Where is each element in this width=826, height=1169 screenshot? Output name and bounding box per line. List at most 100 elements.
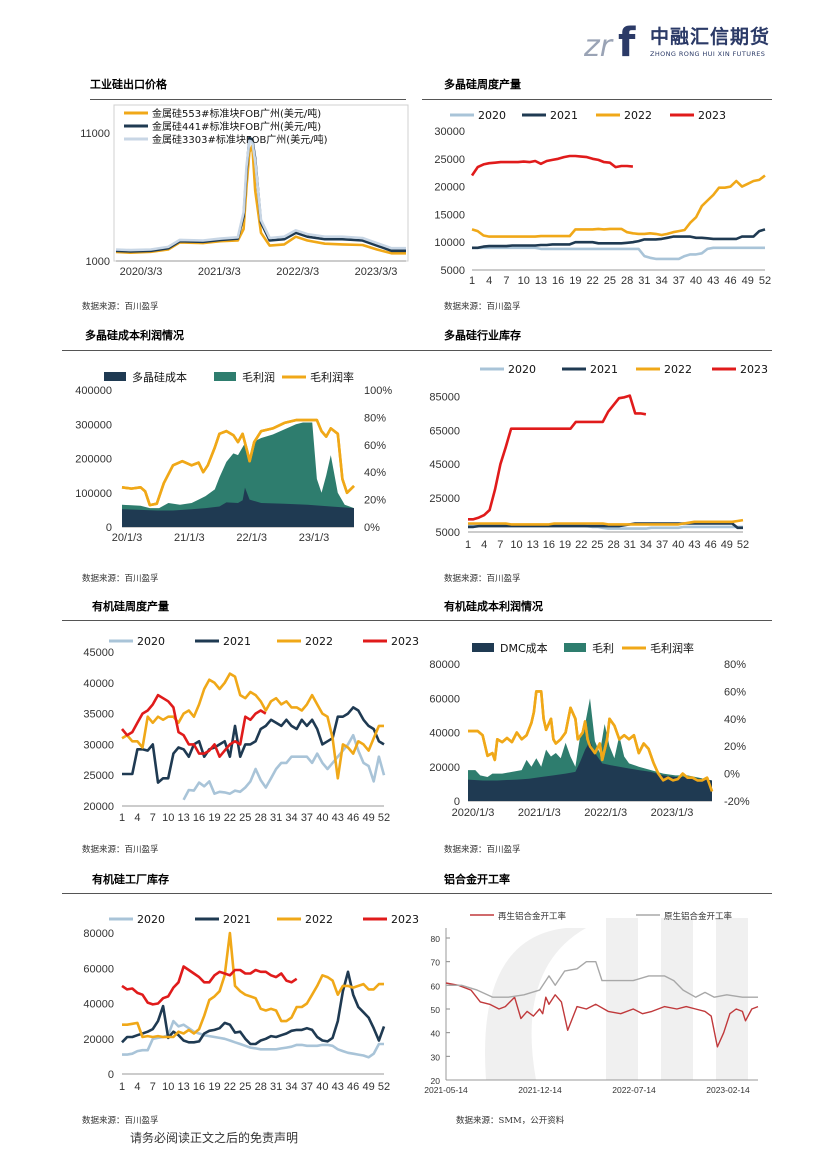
x-tick-label: 40	[672, 539, 684, 551]
x-tick-label: 22	[575, 539, 587, 551]
x-tick-label: 22	[224, 812, 236, 824]
legend-label: 2023	[391, 635, 419, 648]
y-tick-label: 25000	[434, 154, 465, 166]
series-line-3	[121, 965, 298, 1006]
x-tick-label: 28	[607, 539, 619, 551]
x-tick-label: 19	[569, 275, 581, 287]
legend-label: 2022	[664, 363, 692, 376]
watermark-bar	[716, 918, 748, 1080]
x-tick-label: 7	[503, 275, 509, 287]
x-tick-label: 1	[469, 275, 475, 287]
y-tick-label: 80	[431, 934, 441, 944]
legend-label: 2023	[391, 913, 419, 926]
y-tick-label: 40000	[83, 999, 114, 1011]
x-tick-label: 21/1/3	[174, 532, 205, 544]
x-tick-label: 52	[378, 1081, 390, 1093]
y2-tick-label: 40%	[364, 467, 386, 479]
chart-p5: 20000 25000 30000 35000 40000 45000 1 4 7 10 13 16 1…	[64, 630, 419, 830]
chart-p3: 0 100000 200000 300000 400000 0% 20% 40% 60% 80% 1…	[64, 360, 409, 555]
x-tick-label: 2021/3/3	[198, 266, 241, 278]
y-tick-label: 25000	[83, 770, 114, 782]
source-p2: 数据来源：百川盈孚	[444, 302, 521, 312]
x-tick-label: 2022-07-14	[612, 1085, 656, 1095]
x-tick-label: 2021-12-14	[518, 1085, 562, 1095]
y-tick-label: 30000	[434, 126, 465, 138]
series-line-1	[472, 228, 766, 250]
y2-tick-label: 20%	[364, 495, 386, 507]
y2-tick-label: 20%	[724, 741, 746, 753]
y-tick-label: 20	[431, 1076, 441, 1086]
panel-title-p1: 工业硅出口价格	[90, 78, 167, 91]
y2-tick-label: 60%	[724, 686, 746, 698]
y-tick-label: 5000	[436, 527, 460, 539]
x-tick-label: 46	[347, 1081, 359, 1093]
x-tick-label: 2020/3/3	[120, 266, 163, 278]
y2-tick-label: 0%	[724, 769, 740, 781]
y-tick-label: 40	[431, 1029, 441, 1039]
x-tick-label: 7	[150, 812, 156, 824]
x-tick-label: 25	[604, 275, 616, 287]
chart-p4-svg: 5000 25000 45000 65000 85000 1 4 7 10 13 16 19 22 25 2…	[429, 363, 768, 551]
legend-label: 2020	[137, 913, 165, 926]
x-tick-label: 2021/1/3	[518, 807, 561, 819]
series-line-3	[468, 394, 647, 521]
legend-label: DMC成本	[500, 641, 548, 655]
legend-label: 金属硅553#标准块FOB广州(美元/吨)	[152, 107, 321, 120]
x-tick-label: 19	[208, 812, 220, 824]
x-tick-label: 16	[193, 812, 205, 824]
panel-title-p8: 铝合金开工率	[444, 873, 510, 886]
series-line-1	[446, 961, 758, 998]
chart-p2: 5000 10000 15000 20000 25000 30000 1 4 7 10 13 16 19…	[420, 103, 780, 288]
legend-label: 金属硅441#标准块FOB广州(美元/吨)	[152, 120, 321, 133]
x-tick-label: 43	[688, 539, 700, 551]
x-tick-label: 19	[559, 539, 571, 551]
legend-label: 再生铝合金开工率	[498, 911, 567, 921]
y-tick-label: 30000	[83, 739, 114, 751]
x-tick-label: 34	[285, 812, 297, 824]
x-tick-label: 43	[332, 1081, 344, 1093]
x-tick-label: 40	[316, 812, 328, 824]
disclaimer: 请务必阅读正文之后的免责声明	[130, 1131, 299, 1145]
series-line-1	[122, 706, 385, 784]
y-tick-label: 20000	[434, 182, 465, 194]
chart-p6-svg: 0 20000 40000 60000 80000 -20% 0% 20% 40% 60% 80% 2…	[429, 641, 749, 819]
chart-p7-svg: 0 20000 40000 60000 80000 1 4 7 10 13 16 19 22 25 28 31…	[83, 913, 419, 1093]
svg-text:f: f	[618, 20, 636, 64]
x-tick-label: 4	[134, 1081, 140, 1093]
x-tick-label: 10	[162, 812, 174, 824]
x-tick-label: 43	[332, 812, 344, 824]
watermark-bar	[606, 918, 638, 1080]
x-tick-label: 2022/3/3	[276, 266, 319, 278]
x-tick-label: 13	[178, 812, 190, 824]
x-tick-label: 25	[591, 539, 603, 551]
legend-label: 2022	[305, 913, 333, 926]
legend-label: 2023	[740, 363, 768, 376]
x-tick-label: 37	[656, 539, 668, 551]
series-line-0	[472, 246, 765, 261]
y-tick-label: 20000	[83, 801, 114, 813]
x-tick-label: 13	[178, 1081, 190, 1093]
chart-p5-svg: 20000 25000 30000 35000 40000 45000 1 4 7 10 13 16 1…	[83, 635, 419, 824]
x-tick-label: 37	[301, 812, 313, 824]
x-tick-label: 1	[119, 812, 125, 824]
legend-label: 毛利润	[242, 370, 275, 384]
divider-p2	[422, 99, 772, 100]
x-tick-label: 2023/1/3	[651, 807, 694, 819]
y-tick-label: 20000	[83, 1034, 114, 1046]
y-tick-label: 85000	[429, 391, 460, 403]
x-tick-label: 37	[301, 1081, 313, 1093]
x-tick-label: 13	[527, 539, 539, 551]
legend-label: 2022	[624, 109, 652, 122]
watermark-bar	[661, 918, 693, 1080]
legend-label: 毛利润率	[650, 641, 694, 655]
x-tick-label: 20/1/3	[112, 532, 143, 544]
x-tick-label: 31	[270, 1081, 282, 1093]
x-tick-label: 34	[285, 1081, 297, 1093]
panel-title-p7: 有机硅工厂库存	[92, 873, 169, 886]
chart-p4: 5000 25000 45000 65000 85000 1 4 7 10 13 16 19 22 25 2…	[420, 358, 780, 558]
series-line-3	[470, 154, 634, 177]
x-tick-label: 22/1/3	[236, 532, 267, 544]
chart-p1-svg: 1000 11000 2020/3/3 2021/3/3 2022/3/3 2023/3/…	[80, 104, 409, 278]
x-tick-label: 23/1/3	[299, 532, 330, 544]
x-tick-label: 10	[518, 275, 530, 287]
